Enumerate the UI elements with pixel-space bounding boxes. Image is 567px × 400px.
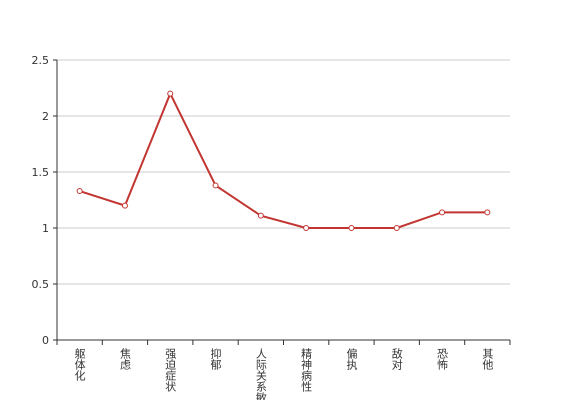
x-tick-label: 精神病性 [300, 348, 313, 393]
y-tick-label: 1 [42, 222, 49, 235]
y-tick-label: 0 [42, 334, 49, 347]
y-tick-label: 2 [42, 110, 49, 123]
point [348, 225, 355, 231]
point [303, 225, 310, 231]
point [76, 188, 83, 195]
line [79, 91, 488, 229]
x-tick-label: 强迫症状 [164, 348, 177, 392]
y-tick-label: 1.5 [32, 166, 50, 179]
x-tick-label: 人际关系敏感 [254, 348, 267, 400]
x-tick-label: 其他 [481, 348, 494, 370]
point [439, 209, 446, 216]
point [484, 209, 491, 216]
point [121, 202, 128, 209]
x-tick-label: 偏执 [345, 347, 358, 371]
y-tick-label: 0.5 [32, 278, 50, 291]
x-tick-label: 敌对 [390, 347, 403, 370]
x-tick-label: 恐怖 [436, 348, 449, 370]
x-tick-label: 躯体化 [73, 348, 86, 382]
point [167, 90, 174, 97]
x-tick-label: 抑郁 [209, 347, 222, 370]
point [212, 182, 219, 189]
point [257, 212, 264, 219]
y-tick-label: 2.5 [32, 54, 50, 67]
point [393, 225, 400, 231]
x-tick-label: 焦虑 [118, 348, 131, 370]
